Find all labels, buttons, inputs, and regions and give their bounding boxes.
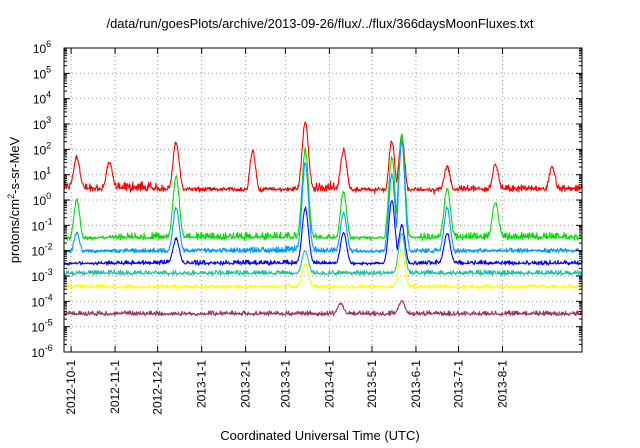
y-tick-label: 104 <box>33 90 51 107</box>
plot-area <box>64 48 582 352</box>
chart-title: /data/run/goesPlots/archive/2013-09-26/f… <box>106 16 534 31</box>
x-tick-label: 2013-8-1 <box>496 360 510 408</box>
x-tick-label: 2013-7-1 <box>452 360 466 408</box>
y-tick-label: 10-6 <box>31 343 52 360</box>
x-tick-label: 2012-10-1 <box>64 360 78 415</box>
y-tick-label: 102 <box>33 140 51 157</box>
series-line <box>63 133 583 241</box>
x-tick-label: 2013-5-1 <box>365 360 379 408</box>
y-tick-label: 10-4 <box>31 292 52 309</box>
series-line <box>63 121 583 195</box>
x-tick-label: 2013-1-1 <box>195 360 209 408</box>
y-tick-label: 100 <box>33 191 51 208</box>
y-tick-label: 10-2 <box>31 242 52 259</box>
x-tick-label: 2013-2-1 <box>239 360 253 408</box>
x-tick-label: 2012-12-1 <box>151 360 165 415</box>
y-tick-label: 105 <box>33 64 51 81</box>
y-tick-label: 103 <box>33 115 51 132</box>
x-tick-label: 2013-4-1 <box>322 360 336 408</box>
x-tick-label: 2013-3-1 <box>278 360 292 408</box>
y-tick-label: 101 <box>33 166 51 183</box>
series-line <box>63 300 583 317</box>
x-tick-label: 2012-11-1 <box>108 360 122 414</box>
series-line <box>63 232 583 276</box>
series-line <box>63 250 583 290</box>
x-tick-label: 2013-6-1 <box>409 360 423 408</box>
series-line <box>63 200 583 266</box>
y-tick-label: 10-3 <box>31 267 52 284</box>
y-tick-label: 106 <box>33 39 51 56</box>
x-axis-label: Coordinated Universal Time (UTC) <box>220 428 420 443</box>
y-tick-label: 10-1 <box>31 216 52 233</box>
series-line <box>63 139 583 255</box>
y-tick-label: 10-5 <box>31 318 52 335</box>
